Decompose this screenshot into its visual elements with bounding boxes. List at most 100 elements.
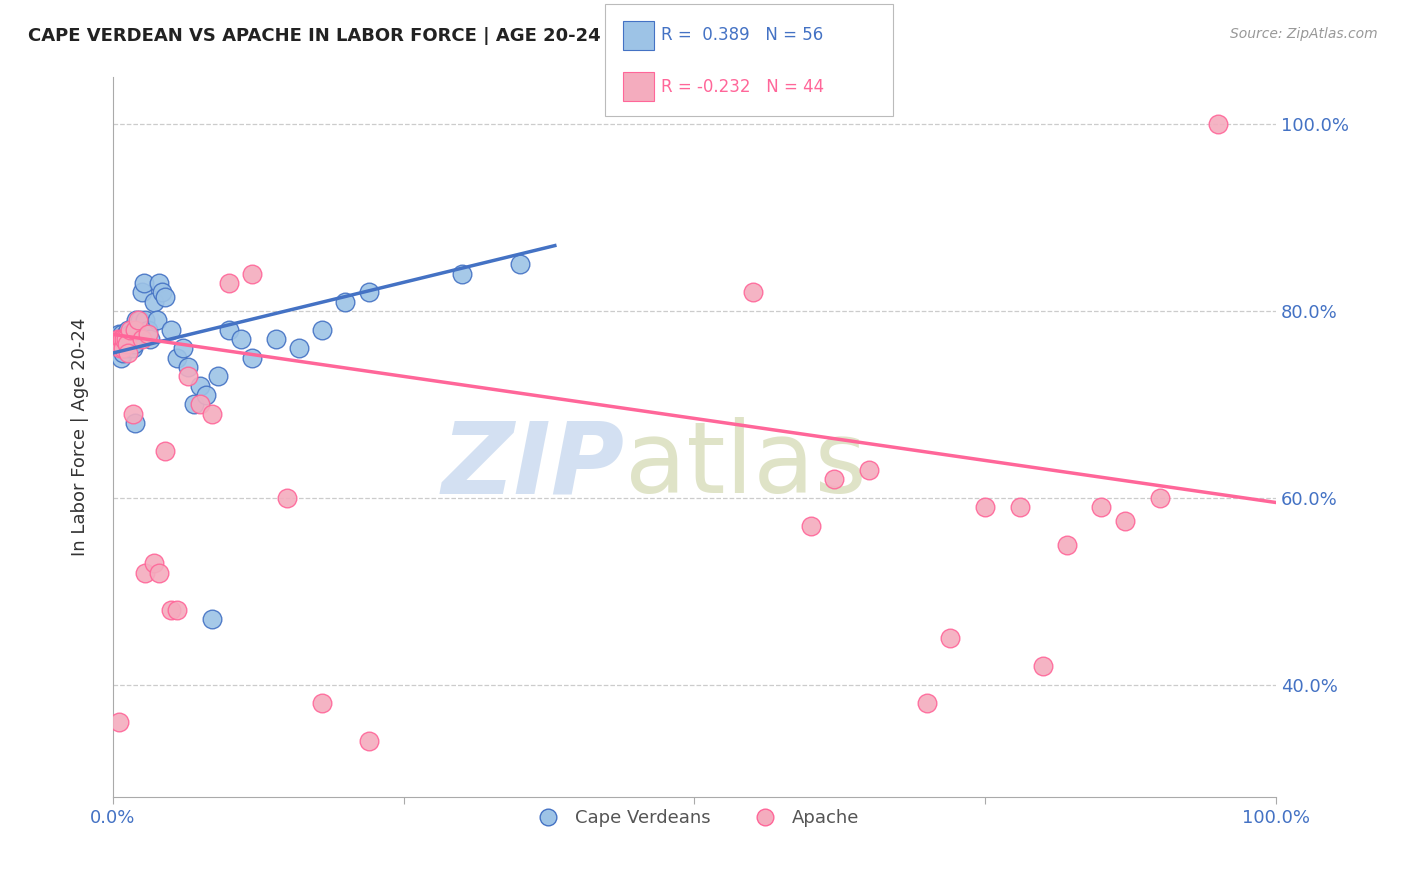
Point	[121, 407, 143, 421]
Point	[127, 323, 149, 337]
Text: ZIP: ZIP	[441, 417, 624, 515]
Point	[201, 612, 224, 626]
Point	[111, 332, 134, 346]
Point	[134, 313, 156, 327]
Point	[107, 332, 129, 346]
Point	[115, 327, 138, 342]
Point	[118, 342, 141, 356]
Text: R = -0.232   N = 44: R = -0.232 N = 44	[661, 78, 824, 95]
Point	[134, 276, 156, 290]
Point	[148, 276, 170, 290]
Point	[188, 397, 211, 411]
Point	[117, 346, 139, 360]
Point	[823, 472, 845, 486]
Point	[311, 323, 333, 337]
Point	[450, 267, 472, 281]
Point	[741, 285, 763, 300]
Point	[112, 346, 135, 360]
Point	[112, 342, 135, 356]
Point	[1032, 659, 1054, 673]
Point	[1056, 537, 1078, 551]
Point	[357, 733, 380, 747]
Point	[1206, 117, 1229, 131]
Point	[110, 332, 132, 346]
Point	[188, 378, 211, 392]
Point	[115, 336, 138, 351]
Point	[1149, 491, 1171, 505]
Point	[177, 369, 200, 384]
Point	[276, 491, 298, 505]
Point	[153, 290, 176, 304]
Point	[160, 603, 183, 617]
Point	[509, 257, 531, 271]
Point	[121, 342, 143, 356]
Point	[218, 323, 240, 337]
Point	[136, 323, 159, 337]
Legend: Cape Verdeans, Apache: Cape Verdeans, Apache	[523, 802, 866, 835]
Point	[110, 332, 132, 346]
Text: Source: ZipAtlas.com: Source: ZipAtlas.com	[1230, 27, 1378, 41]
Point	[183, 397, 205, 411]
Point	[128, 313, 150, 327]
Point	[120, 332, 142, 346]
Point	[114, 336, 136, 351]
Point	[142, 556, 165, 570]
Point	[114, 332, 136, 346]
Point	[148, 566, 170, 580]
Point	[122, 336, 145, 351]
Point	[124, 323, 146, 337]
Point	[242, 351, 264, 365]
Point	[142, 294, 165, 309]
Point	[201, 407, 224, 421]
Point	[139, 332, 162, 346]
Point	[131, 285, 153, 300]
Point	[107, 332, 129, 346]
Point	[107, 327, 129, 342]
Point	[112, 342, 135, 356]
Point	[124, 416, 146, 430]
Point	[115, 332, 138, 346]
Point	[242, 267, 264, 281]
Point	[111, 332, 134, 346]
Point	[153, 444, 176, 458]
Point	[127, 318, 149, 332]
Point	[107, 714, 129, 729]
Point	[114, 332, 136, 346]
Text: CAPE VERDEAN VS APACHE IN LABOR FORCE | AGE 20-24 CORRELATION CHART: CAPE VERDEAN VS APACHE IN LABOR FORCE | …	[28, 27, 823, 45]
Point	[107, 336, 129, 351]
Point	[166, 603, 188, 617]
Point	[136, 327, 159, 342]
Point	[915, 697, 938, 711]
Point	[110, 351, 132, 365]
Point	[335, 294, 357, 309]
Point	[110, 342, 132, 356]
Point	[194, 388, 217, 402]
Point	[229, 332, 252, 346]
Point	[177, 359, 200, 374]
Point	[111, 327, 134, 342]
Point	[207, 369, 229, 384]
Point	[117, 323, 139, 337]
Point	[114, 327, 136, 342]
Point	[858, 463, 880, 477]
Point	[311, 697, 333, 711]
Point	[1090, 500, 1112, 515]
Point	[125, 313, 148, 327]
Point	[114, 332, 136, 346]
Point	[800, 519, 823, 533]
Point	[939, 631, 962, 645]
Point	[357, 285, 380, 300]
Point	[150, 285, 173, 300]
Point	[127, 313, 149, 327]
Point	[1114, 514, 1136, 528]
Text: R =  0.389   N = 56: R = 0.389 N = 56	[661, 26, 823, 45]
Point	[264, 332, 287, 346]
Point	[120, 323, 142, 337]
Point	[974, 500, 997, 515]
Point	[166, 351, 188, 365]
Y-axis label: In Labor Force | Age 20-24: In Labor Force | Age 20-24	[72, 318, 89, 557]
Point	[172, 342, 194, 356]
Point	[120, 327, 142, 342]
Point	[146, 313, 169, 327]
Point	[134, 566, 156, 580]
